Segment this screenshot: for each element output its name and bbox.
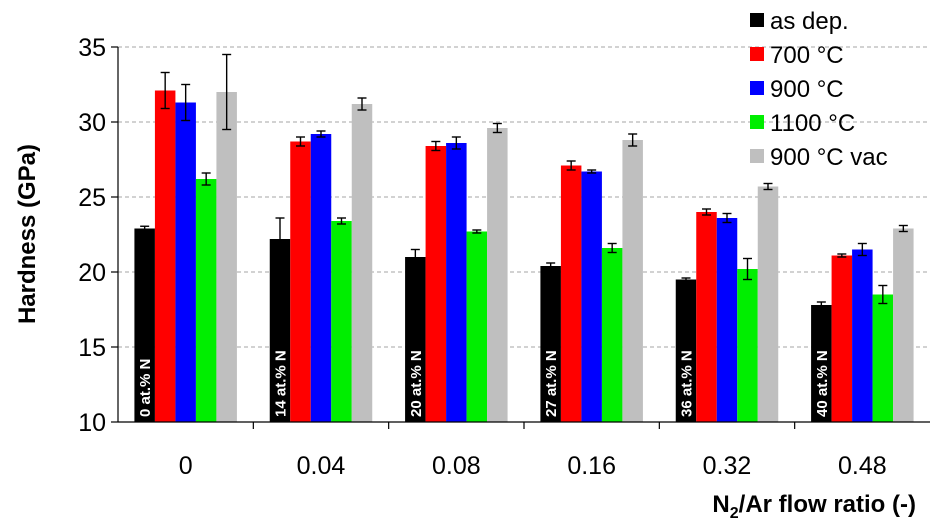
bar xyxy=(716,218,738,422)
x-tick-label: 0.08 xyxy=(432,452,481,480)
y-tick-label: 20 xyxy=(78,259,106,287)
bar xyxy=(831,255,853,422)
bar-inline-label: 20 at.% N xyxy=(408,350,425,417)
bar xyxy=(351,104,373,422)
y-axis-title: Hardness (GPa) xyxy=(14,144,41,324)
bar xyxy=(601,248,623,422)
bar xyxy=(560,165,582,422)
x-axis-title: N2/Ar flow ratio (-) xyxy=(712,491,916,522)
bar-labels: 0 at.% N 14 at.% N 20 at.% N 27 at.% N 36 at… xyxy=(137,350,831,417)
x-tick-label: 0.48 xyxy=(838,452,887,480)
bar xyxy=(134,228,155,422)
legend-swatch xyxy=(750,13,764,27)
bar xyxy=(852,249,873,422)
y-tick-label: 25 xyxy=(78,184,106,212)
bar-inline-label: 40 at.% N xyxy=(814,350,831,417)
legend-label: 1100 °C xyxy=(770,110,855,137)
bar xyxy=(269,239,291,422)
legend-label: 700 °C xyxy=(770,42,844,69)
legend-swatch xyxy=(750,149,764,163)
error-bars xyxy=(140,53,908,309)
bar xyxy=(737,269,758,422)
x-tick-label: 0 xyxy=(179,452,193,480)
bar-inline-label: 0 at.% N xyxy=(137,359,154,417)
bar xyxy=(893,228,914,422)
bar xyxy=(425,146,447,422)
gridlines xyxy=(118,46,930,348)
bar xyxy=(216,92,237,422)
bar xyxy=(310,134,332,422)
bar xyxy=(466,231,488,422)
x-tick-label: 0.04 xyxy=(297,452,346,480)
legend-label: 900 °C xyxy=(770,76,844,103)
legend-swatch xyxy=(750,47,764,61)
legend-swatch xyxy=(750,81,764,95)
bar xyxy=(175,102,196,422)
bar xyxy=(405,257,426,422)
axes xyxy=(111,46,930,429)
bar xyxy=(581,171,602,422)
legend: as dep. 700 °C 900 °C 1100 °C 900 °C vac xyxy=(750,8,888,171)
y-tick-label: 10 xyxy=(78,409,106,437)
bar xyxy=(757,186,779,422)
tick-labels: 10 15 20 25 30 35 0 0.04 0.08 0.16 0.32 0.48 xyxy=(78,34,886,480)
bar xyxy=(154,90,176,422)
bar xyxy=(446,143,467,422)
y-tick-label: 15 xyxy=(78,334,106,362)
y-tick-label: 30 xyxy=(78,109,106,137)
bar xyxy=(622,140,643,422)
bars xyxy=(134,90,914,422)
legend-swatch xyxy=(750,115,764,129)
bar xyxy=(331,221,352,422)
legend-label: as dep. xyxy=(770,8,849,35)
bar xyxy=(696,212,717,422)
bar xyxy=(540,266,561,422)
bar-inline-label: 27 at.% N xyxy=(543,350,560,417)
x-tick-label: 0.32 xyxy=(703,452,752,480)
bar-inline-label: 36 at.% N xyxy=(679,350,696,417)
x-tick-label: 0.16 xyxy=(567,452,616,480)
bar-inline-label: 14 at.% N xyxy=(273,350,290,417)
bar xyxy=(195,179,217,422)
bar xyxy=(290,141,311,422)
bar xyxy=(872,294,894,422)
bar xyxy=(811,305,832,422)
y-tick-label: 35 xyxy=(78,34,106,62)
legend-label: 900 °C vac xyxy=(770,144,888,171)
bar xyxy=(675,279,697,422)
bar xyxy=(487,128,508,422)
